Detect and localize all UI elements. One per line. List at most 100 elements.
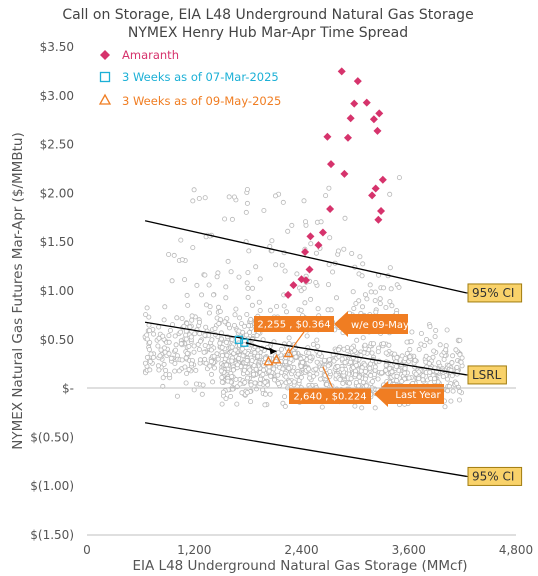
historical-point (214, 274, 220, 280)
historical-point (144, 336, 150, 342)
historical-point (196, 319, 202, 325)
historical-point (262, 402, 268, 408)
historical-point (155, 363, 161, 369)
historical-point (458, 359, 464, 365)
historical-point (369, 378, 375, 384)
y-tick-label: $2.00 (40, 186, 74, 200)
historical-point (163, 367, 169, 373)
historical-point (268, 373, 274, 379)
historical-point (293, 354, 299, 360)
historical-point (322, 357, 328, 363)
line-label-text: 95% CI (472, 286, 514, 300)
axes: 0 1,200 2,400 3,600 4,800 $3.50 $3.00 $2.50 $2.… (30, 40, 533, 557)
historical-point (342, 215, 348, 221)
historical-point (383, 350, 389, 356)
historical-point (314, 337, 320, 343)
historical-point (194, 282, 200, 288)
historical-point (203, 324, 209, 330)
historical-point (229, 358, 235, 364)
historical-point (215, 304, 221, 310)
historical-point (229, 216, 235, 222)
historical-point (251, 363, 257, 369)
historical-point (243, 209, 249, 215)
historical-point (188, 334, 194, 340)
historical-point (202, 195, 208, 201)
historical-point (189, 317, 195, 323)
may2025-point (263, 355, 274, 366)
amaranth-point (301, 276, 310, 285)
historical-point (285, 228, 291, 234)
historical-point (407, 354, 413, 360)
historical-point (245, 294, 251, 300)
line-label-box (467, 365, 507, 385)
historical-point (324, 381, 330, 387)
historical-point (443, 347, 449, 353)
historical-point (257, 376, 263, 382)
historical-point (223, 295, 229, 301)
y-tick-label: $- (62, 382, 74, 396)
y-tick-labels: $3.50 $3.00 $2.50 $2.00 $1.50 $1.00 $0.50 $- $(0… (30, 40, 74, 542)
historical-point (219, 401, 225, 407)
historical-point (423, 336, 429, 342)
y-tick-label: $2.50 (40, 138, 74, 152)
historical-point (341, 346, 347, 352)
historical-point (280, 199, 286, 205)
historical-point (248, 399, 254, 405)
historical-point (437, 342, 443, 348)
historical-point (234, 401, 240, 407)
historical-point (387, 191, 393, 197)
historical-point (209, 337, 215, 343)
historical-point (202, 272, 208, 278)
historical-point (186, 343, 192, 349)
historical-point (201, 349, 207, 355)
historical-point (406, 375, 412, 381)
historical-point (160, 375, 166, 381)
callout-value-box (254, 316, 334, 332)
historical-point (197, 357, 203, 363)
regression-line (144, 422, 467, 478)
historical-point (257, 307, 263, 313)
historical-point (260, 371, 266, 377)
historical-point (232, 347, 238, 353)
historical-point (275, 372, 281, 378)
historical-point (253, 386, 259, 392)
historical-point (220, 389, 226, 395)
historical-point (211, 365, 217, 371)
historical-point (199, 391, 205, 397)
historical-point (189, 313, 195, 319)
historical-point (323, 193, 329, 199)
historical-point (442, 404, 448, 410)
historical-point (302, 300, 308, 306)
historical-point (188, 361, 194, 367)
historical-point (351, 305, 357, 311)
historical-point (245, 270, 251, 276)
historical-point (318, 219, 324, 225)
historical-point (286, 335, 292, 341)
historical-point (182, 277, 188, 283)
historical-point (294, 271, 300, 277)
historical-point (317, 350, 323, 356)
historical-point (191, 187, 197, 193)
historical-point (226, 194, 232, 200)
historical-point (346, 380, 352, 386)
historical-point (143, 312, 149, 318)
historical-point (249, 358, 255, 364)
historical-point (211, 353, 217, 359)
historical-point (266, 368, 272, 374)
historical-point (185, 302, 191, 308)
historical-point (248, 316, 254, 322)
historical-point (348, 376, 354, 382)
historical-point (315, 343, 321, 349)
historical-point (212, 326, 218, 332)
historical-point (223, 396, 229, 402)
historical-point (193, 367, 199, 373)
historical-point (246, 248, 252, 254)
legend-amaranth-label: Amaranth (122, 48, 179, 62)
historical-point (402, 370, 408, 376)
historical-point (172, 333, 178, 339)
historical-point (339, 356, 345, 362)
historical-point (172, 360, 178, 366)
historical-point (389, 369, 395, 375)
historical-point (245, 285, 251, 291)
